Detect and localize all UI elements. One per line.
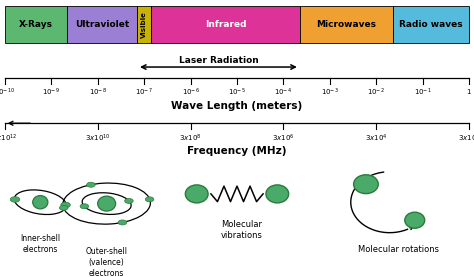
Text: $10^{-9}$: $10^{-9}$ [42,87,60,98]
Text: $10^{-2}$: $10^{-2}$ [367,87,385,98]
Ellipse shape [354,175,378,194]
Text: $3x10^{4}$: $3x10^{4}$ [365,132,388,144]
Text: X-Rays: X-Rays [19,20,53,29]
Bar [151,6,300,43]
Text: $3x10^{6}$: $3x10^{6}$ [272,132,295,144]
Ellipse shape [33,196,48,209]
Text: $10^{-5}$: $10^{-5}$ [228,87,246,98]
Circle shape [118,220,127,225]
Text: Frequency (MHz): Frequency (MHz) [187,146,287,156]
Circle shape [80,204,89,209]
Bar [5,6,67,43]
Text: $3x10^{12}$: $3x10^{12}$ [0,132,18,144]
Text: $10^{-7}$: $10^{-7}$ [135,87,153,98]
Ellipse shape [185,185,208,203]
Text: Outer-shell
(valence)
electrons: Outer-shell (valence) electrons [86,247,128,277]
Text: Wave Length (meters): Wave Length (meters) [172,101,302,111]
Text: $10^{-6}$: $10^{-6}$ [182,87,200,98]
Circle shape [10,197,20,202]
Text: Molecular
vibrations: Molecular vibrations [221,220,263,240]
Text: Molecular rotations: Molecular rotations [358,245,438,254]
Circle shape [146,197,154,202]
Bar [137,6,151,43]
Text: $3x10^{10}$: $3x10^{10}$ [85,132,110,144]
Text: Visible: Visible [141,11,147,38]
Ellipse shape [405,212,425,228]
Text: $10^{-3}$: $10^{-3}$ [321,87,339,98]
Bar [392,6,469,43]
Text: $3x10^{8}$: $3x10^{8}$ [179,132,202,144]
Text: Microwaves: Microwaves [316,20,376,29]
Bar [300,6,392,43]
Ellipse shape [98,196,116,211]
Text: $10^{-4}$: $10^{-4}$ [274,87,292,98]
Text: Radio waves: Radio waves [399,20,463,29]
Text: $3x10^{2}$: $3x10^{2}$ [458,132,474,144]
Bar [67,6,137,43]
Text: Inner-shell
electrons: Inner-shell electrons [20,234,60,254]
Ellipse shape [266,185,289,203]
Circle shape [61,202,70,208]
Text: Laser Radiation: Laser Radiation [179,56,258,65]
Text: $10^{-8}$: $10^{-8}$ [89,87,107,98]
Text: Infrared: Infrared [205,20,246,29]
Text: $1$: $1$ [466,87,472,96]
Circle shape [59,205,68,210]
Circle shape [125,198,133,203]
Circle shape [87,182,95,187]
Text: $10^{-1}$: $10^{-1}$ [414,87,432,98]
Text: $10^{-10}$: $10^{-10}$ [0,87,15,98]
Text: Ultraviolet: Ultraviolet [75,20,129,29]
